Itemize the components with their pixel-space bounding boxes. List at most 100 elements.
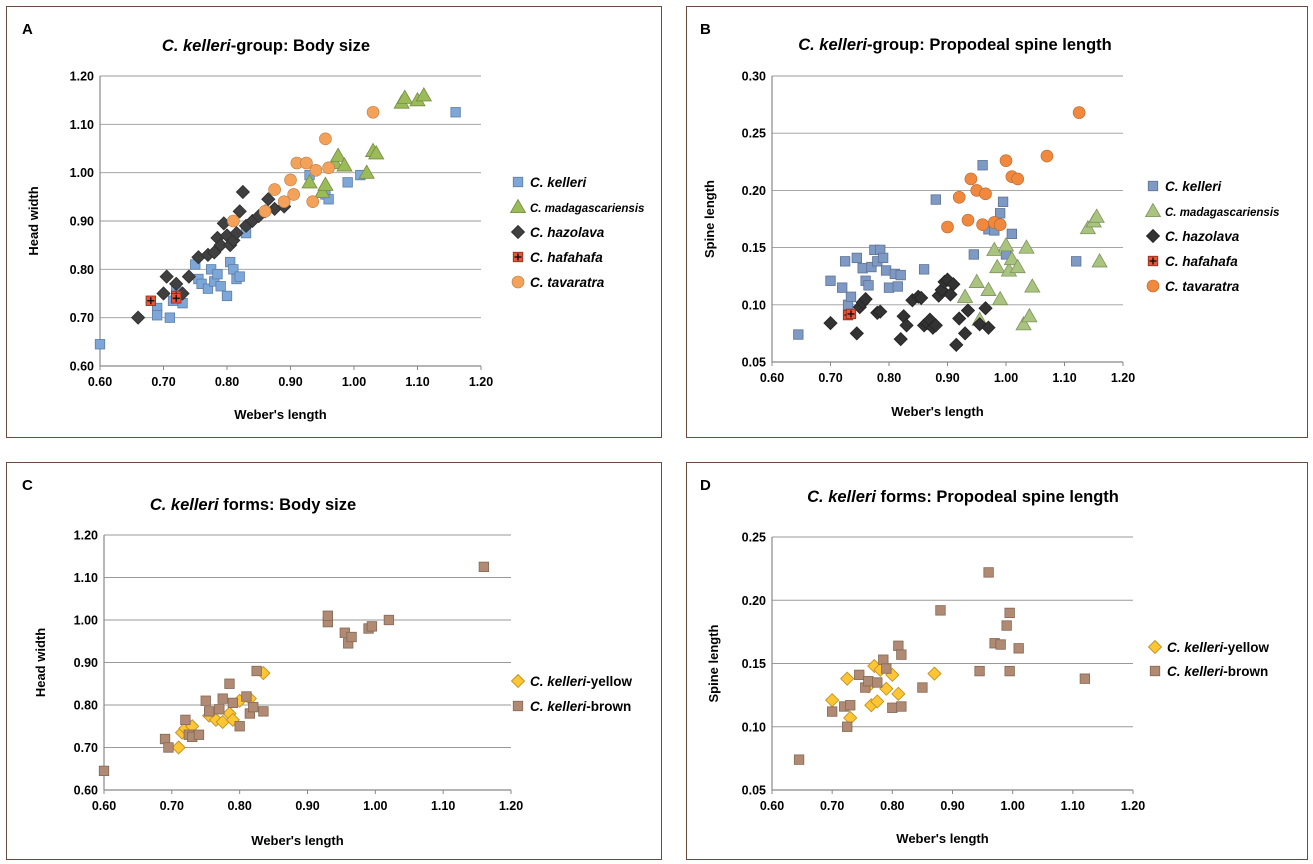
point-b-1-10: [1009, 258, 1026, 274]
y-tick-label-d-0: 0.05: [742, 784, 766, 798]
point-b-4-0: [941, 220, 954, 234]
x-tick-label-a-6: 1.20: [469, 375, 493, 389]
point-b-1-11: [1015, 315, 1032, 331]
point-b-2-9: [899, 318, 914, 333]
point-b-4-12: [1040, 149, 1054, 163]
legend-marker-a-4: [511, 275, 525, 289]
x-tick-label-c-6: 1.20: [499, 799, 523, 813]
point-c-1-27: [478, 561, 490, 573]
y-axis-label-d: Spine length: [706, 624, 721, 702]
point-b-0-23: [977, 160, 988, 171]
point-b-1-9: [1003, 250, 1021, 266]
x-tick-label-b-4: 1.00: [994, 371, 1018, 385]
point-a-2-2: [159, 269, 174, 284]
point-a-4-5: [287, 188, 300, 201]
series-a-3: [145, 290, 182, 306]
chart-a: A C. kelleri-group: Body size 0.60 0.70 0.80…: [22, 21, 644, 422]
point-b-4-6: [979, 187, 992, 201]
point-c-1-10: [217, 693, 228, 704]
point-a-4-4: [284, 173, 297, 187]
legend-marker-d-1: [1149, 665, 1161, 677]
point-b-2-22: [943, 287, 958, 302]
point-c-1-26: [383, 614, 395, 626]
point-d-1-4: [845, 700, 856, 711]
x-tick-label-a-3: 0.90: [278, 375, 302, 389]
y-tick-label-c-0: 0.60: [74, 784, 98, 798]
point-a-0-15: [215, 281, 226, 292]
chart-b: B C. kelleri-group: Propodeal spine lengt…: [700, 21, 1279, 419]
legend-marker-b-2: [1145, 228, 1161, 244]
legend-marker-a-1: [509, 198, 527, 214]
y-tick-label-c-6: 1.20: [74, 529, 98, 543]
point-b-2-4: [858, 291, 873, 307]
chart-title-d: C. kelleri forms: Propodeal spine length: [807, 488, 1119, 506]
point-a-1-12: [415, 87, 433, 102]
point-d-1-7: [863, 676, 874, 687]
point-d-1-10: [881, 663, 892, 674]
x-tick-label-a-0: 0.60: [88, 375, 112, 389]
y-tick-label-a-2: 0.80: [70, 263, 94, 277]
x-tick-label-a-5: 1.10: [405, 375, 429, 389]
point-d-1-17: [974, 665, 985, 677]
point-b-4-1: [952, 190, 966, 204]
x-tick-label-b-0: 0.60: [760, 371, 784, 385]
point-c-1-3: [180, 714, 191, 726]
point-b-2-24: [949, 337, 964, 352]
point-a-3-0: [145, 295, 156, 306]
point-d-1-3: [842, 721, 853, 732]
point-d-1-20: [995, 639, 1006, 650]
point-b-0-21: [918, 264, 930, 275]
point-d-1-18: [983, 567, 994, 578]
point-b-4-9: [999, 154, 1013, 167]
point-d-1-11: [887, 702, 898, 713]
point-c-0-0: [171, 740, 186, 755]
point-b-2-7: [893, 331, 908, 347]
point-b-0-22: [968, 249, 979, 260]
legend-label-b-2: C. hazolava: [1165, 229, 1240, 244]
y-tick-label-a-3: 0.90: [70, 215, 94, 229]
legend-label-b-4: C. tavaratra: [1165, 279, 1240, 294]
point-b-0-9: [863, 280, 874, 291]
point-b-1-4: [986, 241, 1003, 256]
point-b-1-13: [1021, 307, 1038, 323]
point-d-1-25: [1079, 673, 1091, 684]
point-a-4-0: [227, 214, 240, 228]
series-b-0: [793, 160, 1082, 340]
point-a-4-11: [322, 161, 335, 175]
y-tick-label-d-2: 0.15: [742, 657, 766, 671]
point-a-2-3: [169, 276, 184, 291]
point-b-0-18: [892, 281, 903, 292]
point-d-1-9: [878, 654, 889, 665]
legend-label-d-1: C. kelleri-brown: [1167, 664, 1268, 679]
point-c-1-16: [248, 701, 259, 713]
point-b-2-0: [823, 315, 838, 331]
point-d-1-5: [854, 669, 865, 681]
point-a-0-20: [234, 271, 245, 282]
y-tick-label-a-0: 0.60: [70, 360, 94, 374]
point-a-4-10: [319, 132, 332, 146]
point-c-1-2: [163, 742, 174, 753]
panel-b: B C. kelleri-group: Propodeal spine lengt…: [686, 6, 1308, 438]
point-b-0-5: [845, 291, 857, 302]
series-b-2: [823, 272, 996, 352]
point-a-0-2: [151, 310, 163, 321]
y-tick-label-b-1: 0.10: [742, 298, 766, 312]
x-tick-label-d-4: 1.00: [1000, 799, 1024, 813]
point-b-2-1: [849, 326, 864, 341]
point-a-1-6: [358, 164, 375, 179]
legend-marker-b-0: [1147, 180, 1159, 192]
point-b-0-2: [837, 282, 848, 293]
panel-label-b: B: [700, 21, 711, 38]
legend-label-a-1: C. madagascariensis: [530, 203, 644, 215]
series-a-0: [94, 107, 461, 350]
legend-marker-b-1: [1144, 202, 1162, 218]
point-b-2-17: [928, 318, 943, 333]
x-tick-label-c-1: 0.70: [160, 799, 184, 813]
legend-label-a-3: C. hafahafa: [530, 250, 603, 265]
point-b-1-17: [1088, 208, 1105, 223]
x-tick-label-d-5: 1.10: [1061, 799, 1085, 813]
point-a-2-17: [235, 184, 251, 200]
point-c-1-7: [200, 695, 211, 706]
legend-marker-b-4: [1146, 279, 1160, 293]
point-a-0-27: [450, 107, 461, 118]
